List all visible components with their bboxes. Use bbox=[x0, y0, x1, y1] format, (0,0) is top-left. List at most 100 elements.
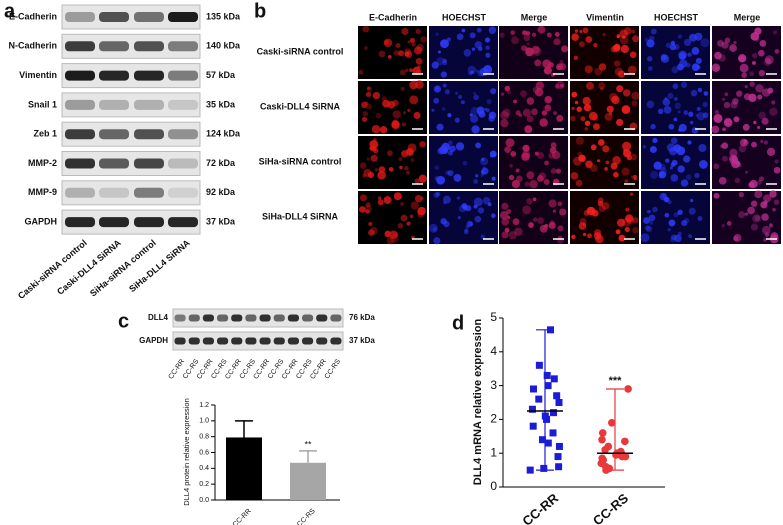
cell-stain bbox=[556, 114, 564, 122]
cell-stain bbox=[544, 223, 549, 228]
cell-stain bbox=[570, 115, 576, 122]
blot-band bbox=[174, 314, 186, 322]
cell-stain bbox=[534, 151, 539, 156]
cell-stain bbox=[748, 93, 757, 103]
cell-stain bbox=[369, 226, 378, 235]
cell-stain bbox=[618, 234, 626, 242]
cell-stain bbox=[463, 229, 469, 235]
cell-stain bbox=[362, 111, 369, 117]
cell-stain bbox=[467, 65, 477, 75]
cell-stain bbox=[455, 91, 459, 95]
cell-stain bbox=[597, 197, 604, 204]
cell-stain bbox=[453, 173, 462, 182]
blot-band bbox=[134, 70, 164, 81]
cell-stain bbox=[703, 91, 709, 96]
cell-stain bbox=[400, 201, 405, 206]
x-tick-label: CC-RS bbox=[590, 490, 631, 525]
cell-stain bbox=[613, 60, 621, 67]
cell-stain bbox=[733, 234, 742, 242]
blot-band bbox=[99, 187, 129, 198]
cell-stain bbox=[499, 211, 509, 220]
cell-stain bbox=[447, 140, 453, 146]
cell-stain bbox=[662, 98, 671, 107]
cell-stain bbox=[642, 145, 647, 149]
cell-stain bbox=[582, 27, 589, 34]
data-point bbox=[540, 464, 548, 472]
cell-stain bbox=[608, 112, 613, 116]
cell-stain bbox=[554, 32, 560, 37]
row-label: SiHa-DLL4 SiRNA bbox=[262, 211, 339, 221]
cell-stain bbox=[386, 150, 393, 157]
cell-stain bbox=[630, 153, 637, 161]
bar bbox=[226, 437, 262, 500]
cell-stain bbox=[593, 43, 598, 48]
cell-stain bbox=[625, 207, 630, 212]
cell-stain bbox=[598, 205, 606, 212]
cell-stain bbox=[741, 72, 748, 79]
cell-stain bbox=[544, 95, 553, 104]
cell-stain bbox=[488, 115, 495, 122]
cell-stain bbox=[582, 96, 591, 106]
cell-stain bbox=[680, 81, 688, 88]
cell-stain bbox=[449, 145, 456, 153]
cell-stain bbox=[500, 110, 510, 120]
blot-band bbox=[202, 314, 214, 322]
cell-stain bbox=[382, 99, 390, 108]
cell-stain bbox=[688, 207, 696, 215]
cell-stain bbox=[471, 125, 480, 134]
cell-stain bbox=[504, 85, 511, 92]
cell-stain bbox=[515, 168, 520, 173]
y-tick-label: 2 bbox=[490, 412, 497, 426]
cell-stain bbox=[588, 206, 596, 214]
cell-stain bbox=[691, 127, 699, 134]
cell-stain bbox=[513, 99, 517, 104]
cell-stain bbox=[773, 166, 781, 174]
blot-band bbox=[134, 12, 164, 22]
cell-stain bbox=[695, 113, 699, 117]
cell-stain bbox=[474, 41, 482, 49]
cell-stain bbox=[697, 87, 703, 93]
cell-stain bbox=[627, 65, 637, 75]
data-point bbox=[544, 382, 552, 390]
cell-stain bbox=[571, 91, 578, 98]
cell-stain bbox=[758, 111, 766, 119]
cell-stain bbox=[398, 157, 403, 162]
cell-stain bbox=[611, 95, 620, 105]
cell-stain bbox=[593, 232, 602, 240]
cell-stain bbox=[729, 156, 739, 165]
cell-stain bbox=[502, 108, 511, 117]
cell-stain bbox=[399, 165, 403, 170]
cell-stain bbox=[582, 232, 587, 237]
cell-stain bbox=[760, 139, 764, 144]
cell-stain bbox=[616, 85, 624, 93]
cell-stain bbox=[404, 165, 409, 171]
cell-stain bbox=[532, 197, 537, 202]
data-point bbox=[608, 418, 616, 427]
cell-stain bbox=[548, 199, 557, 208]
cell-stain bbox=[769, 190, 777, 198]
cell-stain bbox=[665, 158, 670, 163]
cell-stain bbox=[446, 37, 451, 42]
cell-stain bbox=[522, 108, 531, 117]
data-point bbox=[618, 452, 626, 461]
cell-stain bbox=[374, 168, 379, 172]
cell-stain bbox=[419, 140, 427, 148]
cell-stain bbox=[401, 27, 409, 36]
protein-label: Snail 1 bbox=[28, 99, 57, 109]
cell-stain bbox=[686, 174, 692, 180]
cell-stain bbox=[543, 66, 552, 75]
cell-stain bbox=[590, 164, 598, 172]
cell-stain bbox=[448, 150, 454, 156]
cell-stain bbox=[738, 54, 747, 63]
blot-band bbox=[99, 12, 129, 22]
cell-stain bbox=[688, 111, 694, 117]
cell-stain bbox=[456, 33, 464, 41]
cell-stain bbox=[365, 202, 371, 208]
blot-band bbox=[65, 12, 95, 22]
size-label: 92 kDa bbox=[206, 187, 236, 197]
blot-band bbox=[65, 41, 95, 52]
cell-stain bbox=[696, 65, 701, 70]
blot-band bbox=[99, 99, 129, 110]
cell-stain bbox=[757, 94, 763, 100]
blot-band bbox=[168, 217, 198, 228]
